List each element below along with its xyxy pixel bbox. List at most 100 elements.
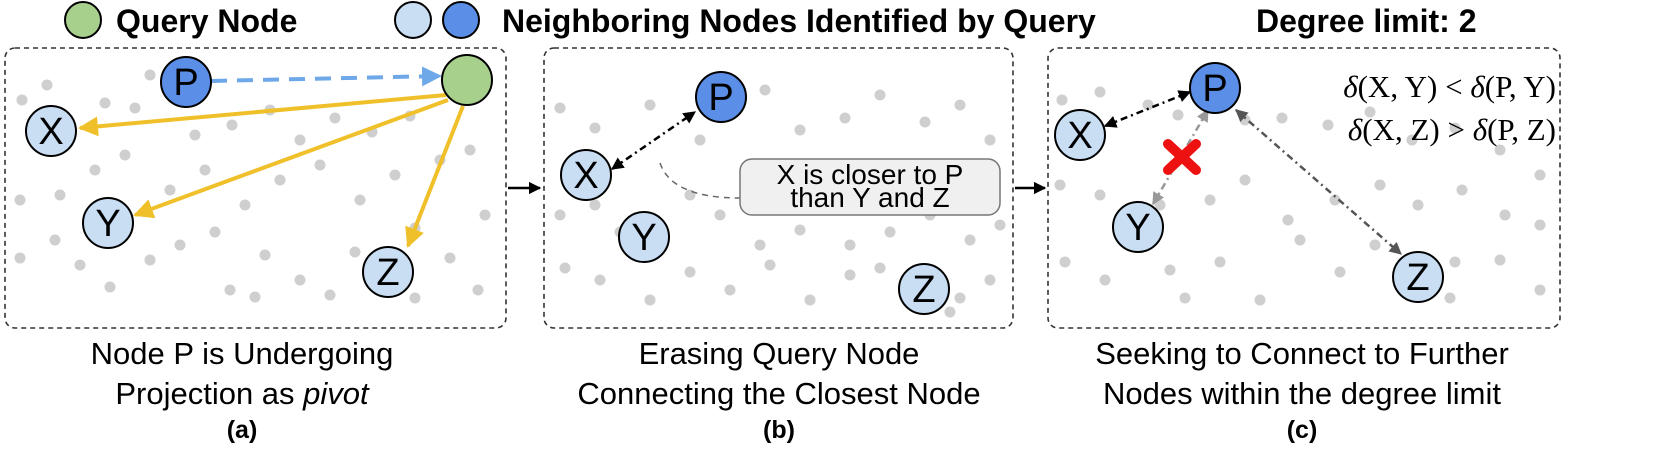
- background-dot: [884, 226, 896, 238]
- node-z-b-label: Z: [912, 269, 935, 311]
- background-dot: [1059, 256, 1071, 268]
- background-dot: [919, 116, 931, 128]
- background-dot: [1369, 239, 1381, 251]
- background-dot: [1239, 114, 1251, 126]
- condition-1: δ(X, Y) < δ(P, Y): [1343, 69, 1556, 104]
- background-dot: [954, 99, 966, 111]
- callout-box: [739, 158, 1001, 216]
- background-dot: [444, 252, 456, 264]
- node-z-b: [898, 263, 950, 315]
- callout-leader: [659, 162, 741, 199]
- node-z-a-label: Z: [376, 252, 399, 294]
- legend: Query Node Neighboring Nodes Identified …: [64, 1, 1477, 39]
- background-dot: [144, 69, 156, 81]
- background-dot: [1334, 266, 1346, 278]
- node-p-b: [695, 71, 747, 123]
- edge-x-p-c: [1103, 90, 1192, 128]
- query-node: [441, 54, 493, 106]
- background-dot: [1412, 199, 1424, 211]
- node-x-a: [25, 105, 77, 157]
- background-dot: [644, 294, 656, 306]
- node-p-a-label: P: [173, 62, 198, 104]
- background-dot: [1204, 194, 1216, 206]
- background-dot: [1254, 294, 1266, 306]
- background-dot: [1534, 284, 1546, 296]
- background-dot: [804, 294, 816, 306]
- background-dot: [1276, 112, 1288, 124]
- background-dot: [16, 94, 28, 106]
- background-dot: [1099, 274, 1111, 286]
- background-dot: [89, 164, 101, 176]
- background-dot: [1282, 214, 1294, 226]
- background-dot: [1494, 254, 1506, 266]
- node-y-a: [82, 197, 134, 249]
- node-y-a-label: Y: [95, 203, 120, 245]
- background-dot: [694, 134, 706, 146]
- background-dot: [164, 184, 176, 196]
- background-dot: [1172, 109, 1184, 121]
- background-dot: [274, 174, 286, 186]
- background-dot: [559, 262, 571, 274]
- background-dot: [54, 189, 66, 201]
- node-p-c-label: P: [1202, 68, 1227, 110]
- background-dot: [99, 97, 111, 109]
- background-dot: [199, 164, 211, 176]
- background-dot: [294, 134, 306, 146]
- background-dot: [239, 199, 251, 211]
- background-dot: [1294, 234, 1306, 246]
- background-dot: [49, 234, 61, 246]
- background-dot: [1056, 94, 1068, 106]
- background-dot: [794, 124, 806, 136]
- background-dot: [844, 269, 856, 281]
- background-dot: [844, 239, 856, 251]
- background-dot: [354, 194, 366, 206]
- background-dot: [119, 149, 131, 161]
- background-dot: [684, 266, 696, 278]
- panel-a: P X Y Z: [25, 54, 493, 298]
- background-dot: [1456, 184, 1468, 196]
- background-dot: [409, 292, 421, 304]
- background-dot: [944, 306, 956, 318]
- background-dot: [759, 84, 771, 96]
- background-dot: [1534, 219, 1546, 231]
- background-dot: [594, 274, 606, 286]
- background-dot: [224, 284, 236, 296]
- background-dot: [1094, 189, 1106, 201]
- background-dot: [1094, 86, 1106, 98]
- background-dot: [554, 209, 566, 221]
- background-dot: [14, 194, 26, 206]
- background-dot: [1499, 209, 1511, 221]
- node-x-a-label: X: [38, 111, 63, 153]
- background-dot: [1449, 256, 1461, 268]
- background-dot: [764, 259, 776, 271]
- background-dot: [324, 289, 336, 301]
- panel-c-frame: [1047, 47, 1561, 329]
- node-x-c-label: X: [1067, 115, 1092, 157]
- legend-query-swatch: [64, 1, 102, 39]
- node-p-c: [1189, 62, 1241, 114]
- caption-a-line-2: Projection as pivot: [115, 376, 370, 411]
- background-dot: [479, 209, 491, 221]
- background-dot: [226, 119, 238, 131]
- background-dot: [329, 112, 341, 124]
- background-dot: [249, 291, 261, 303]
- legend-query-label: Query Node: [116, 3, 297, 39]
- caption-c-line-1: Seeking to Connect to Further: [1095, 336, 1509, 371]
- background-dot: [1239, 174, 1251, 186]
- background-dot: [724, 284, 736, 296]
- background-dot: [554, 102, 566, 114]
- background-dot: [984, 274, 996, 286]
- edge-p-to-query: [210, 66, 442, 87]
- background-dot: [589, 199, 601, 211]
- background-dot: [14, 252, 26, 264]
- background-dot: [41, 79, 53, 91]
- legend-neighbor-label: Neighboring Nodes Identified by Query: [502, 3, 1096, 39]
- subfigure-label-b: (b): [763, 416, 795, 444]
- legend-neighbor-swatch-light: [394, 1, 432, 39]
- degree-limit-label: Degree limit: 2: [1256, 3, 1477, 39]
- node-p-a: [160, 56, 212, 108]
- edge-x-p-b: [610, 110, 697, 171]
- condition-2: δ(X, Z) > δ(P, Z): [1348, 112, 1556, 147]
- subfigure-label-c: (c): [1287, 416, 1318, 444]
- legend-neighbor-swatch-dark: [442, 1, 480, 39]
